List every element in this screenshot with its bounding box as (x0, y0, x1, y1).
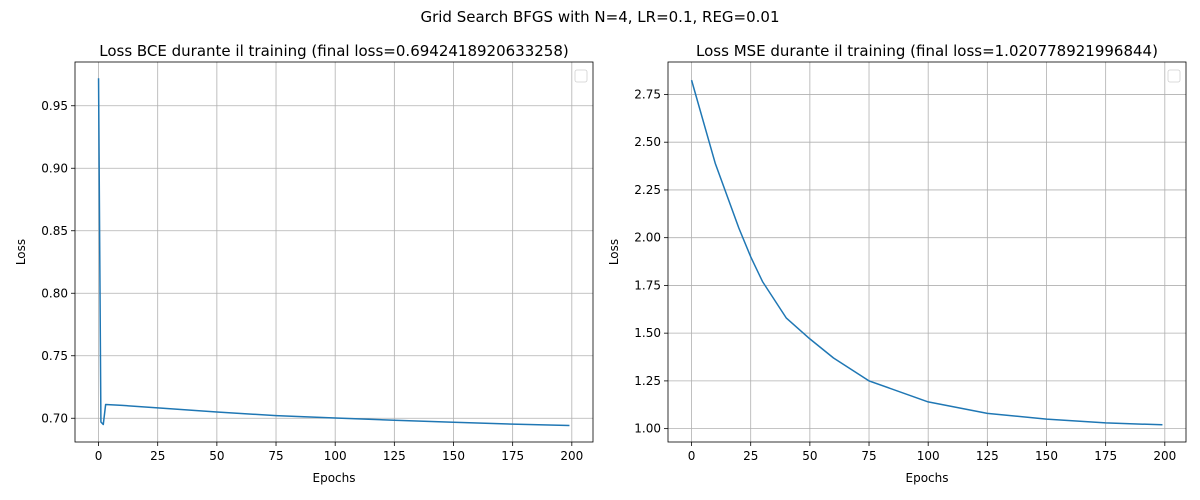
plot-2-y-tick-label: 1.00 (634, 422, 661, 436)
plot-2-x-tick-label: 0 (688, 449, 696, 463)
plot-2-x-tick-label: 75 (861, 449, 876, 463)
plot-1-x-tick-label: 125 (383, 449, 406, 463)
bce-loss-plot: 0 25 50 75 100 125 150 175 200 0.70 0.75 0.80 0.85 0.… (14, 42, 594, 485)
plot-2-x-tick-label: 100 (917, 449, 940, 463)
plot-2-y-tick-label: 1.50 (634, 326, 661, 340)
plot-1-axes-frame (74, 61, 594, 443)
plot-2-x-tick-label: 200 (1153, 449, 1176, 463)
plot-2-y-tick-label: 2.75 (634, 87, 661, 101)
plot-2-y-axis-label: Loss (607, 239, 621, 265)
plot-2-y-tick-label: 2.25 (634, 183, 661, 197)
plot-1-y-tick-label: 0.95 (41, 99, 68, 113)
plot-1-x-tick-label: 75 (268, 449, 283, 463)
plot-1-x-tick-label: 200 (560, 449, 583, 463)
plot-1-title: Loss BCE durante il training (final loss… (99, 42, 569, 60)
figure-title: Grid Search BFGS with N=4, LR=0.1, REG=0… (420, 8, 779, 26)
plot-1-x-tick-label: 25 (150, 449, 165, 463)
plot-1-y-tick-label: 0.85 (41, 224, 68, 238)
plot-1-x-tick-label: 50 (209, 449, 224, 463)
plot-2-loss-line (690, 79, 1163, 426)
mse-loss-plot: 0 25 50 75 100 125 150 175 200 1.00 1.25 1.50 1.75 2.… (607, 42, 1187, 485)
plot-2-title: Loss MSE durante il training (final loss… (696, 42, 1158, 60)
plot-1-y-tick-label: 0.80 (41, 286, 68, 300)
plot-1-loss-line (97, 78, 570, 427)
plot-2-x-tick-label: 175 (1094, 449, 1117, 463)
plot-1-x-tick-label: 175 (501, 449, 524, 463)
plot-2-x-axis-label: Epochs (906, 471, 949, 485)
plot-2-legend (1167, 69, 1181, 83)
plot-1-legend (574, 69, 588, 83)
plot-2-x-tick-label: 25 (743, 449, 758, 463)
plot-2-x-tick-label: 125 (976, 449, 999, 463)
plot-1-x-tick-label: 150 (442, 449, 465, 463)
plot-2-y-tick-label: 1.25 (634, 374, 661, 388)
plot-2-y-tick-label: 2.00 (634, 231, 661, 245)
plot-2-x-tick-label: 50 (802, 449, 817, 463)
plot-1-y-axis-label: Loss (14, 239, 28, 265)
plot-2-y-tick-label: 1.75 (634, 278, 661, 292)
plot-1-x-axis-label: Epochs (313, 471, 356, 485)
plot-2-x-tick-label: 150 (1035, 449, 1058, 463)
plot-1-x-tick-label: 0 (95, 449, 103, 463)
plot-1-y-tick-label: 0.90 (41, 161, 68, 175)
plot-2-axes-frame (667, 61, 1187, 443)
plot-1-x-tick-label: 100 (324, 449, 347, 463)
plot-2-y-tick-label: 2.50 (634, 135, 661, 149)
plot-1-y-tick-label: 0.70 (41, 411, 68, 425)
plot-1-y-tick-label: 0.75 (41, 349, 68, 363)
